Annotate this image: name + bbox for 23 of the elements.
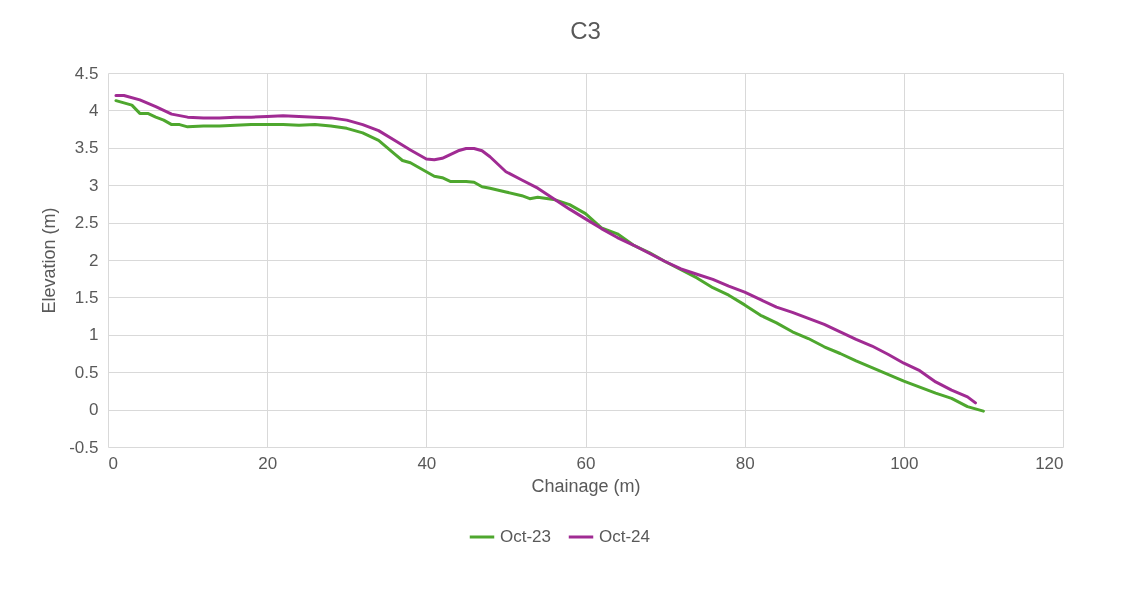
x-axis-title: Chainage (m): [531, 475, 641, 496]
x-tick-label: 20: [258, 453, 278, 473]
y-tick-label: 4.5: [74, 63, 99, 83]
y-tick-label: 2.5: [74, 213, 99, 233]
y-tick-label: 4: [89, 100, 99, 120]
x-tick-label: 0: [108, 453, 118, 473]
x-tick-label: 120: [1035, 453, 1064, 473]
x-tick-label: 40: [417, 453, 437, 473]
legend-label: Oct-24: [599, 527, 651, 546]
x-tick-label: 80: [735, 453, 755, 473]
y-tick-label: 0.5: [74, 362, 99, 382]
y-tick-label: 1: [89, 325, 99, 345]
chart-title: C3: [570, 17, 601, 44]
x-tick-label: 100: [890, 453, 919, 473]
y-tick-label: 0: [89, 400, 99, 420]
y-axis-title: Elevation (m): [39, 207, 60, 314]
y-tick-label: 2: [89, 250, 99, 270]
y-tick-label: -0.5: [69, 437, 99, 457]
x-tick-label: 60: [576, 453, 596, 473]
legend-label: Oct-23: [500, 527, 552, 546]
y-tick-label: 3: [89, 175, 99, 195]
y-tick-label: 1.5: [74, 287, 99, 307]
y-tick-label: 3.5: [74, 138, 99, 158]
